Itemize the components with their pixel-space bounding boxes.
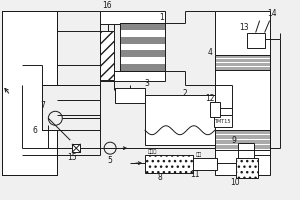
Text: 废液物: 废液物 bbox=[148, 149, 158, 154]
Text: 16: 16 bbox=[102, 1, 112, 10]
Bar bbox=[120, 57, 165, 64]
Text: 2: 2 bbox=[182, 89, 187, 98]
Bar bbox=[120, 23, 165, 71]
Bar bbox=[215, 55, 270, 58]
Bar bbox=[215, 63, 270, 66]
Text: 1: 1 bbox=[160, 13, 164, 22]
Text: 6: 6 bbox=[33, 126, 38, 135]
Bar bbox=[120, 30, 165, 37]
Text: 13: 13 bbox=[239, 23, 248, 32]
Bar bbox=[215, 55, 270, 70]
Bar bbox=[215, 130, 270, 134]
Polygon shape bbox=[2, 11, 57, 175]
Bar bbox=[238, 143, 254, 159]
Bar bbox=[100, 71, 165, 81]
Bar bbox=[215, 140, 270, 144]
Bar bbox=[193, 158, 217, 170]
Bar bbox=[215, 59, 270, 62]
Text: 7: 7 bbox=[40, 101, 45, 110]
Text: TMT15: TMT15 bbox=[214, 119, 231, 124]
Bar bbox=[215, 11, 270, 175]
Bar bbox=[115, 88, 145, 103]
Text: 8: 8 bbox=[158, 173, 162, 182]
Bar bbox=[120, 64, 165, 71]
Bar bbox=[145, 155, 193, 173]
Text: 9: 9 bbox=[231, 136, 236, 145]
Bar bbox=[210, 102, 220, 117]
Bar bbox=[72, 144, 80, 152]
Bar bbox=[215, 67, 270, 70]
Bar bbox=[100, 31, 114, 80]
Bar bbox=[120, 50, 165, 57]
Bar bbox=[120, 44, 165, 50]
Bar bbox=[214, 115, 232, 127]
Bar bbox=[247, 33, 265, 48]
Bar bbox=[120, 23, 165, 30]
Text: 3: 3 bbox=[145, 79, 149, 88]
Text: 14: 14 bbox=[267, 9, 276, 18]
Text: 5: 5 bbox=[108, 156, 112, 165]
Text: 12: 12 bbox=[205, 94, 214, 103]
Bar bbox=[145, 95, 215, 145]
Bar bbox=[100, 11, 165, 24]
Text: 11: 11 bbox=[190, 170, 200, 179]
Bar bbox=[236, 158, 258, 178]
Bar bbox=[215, 145, 270, 149]
Bar bbox=[215, 130, 270, 150]
Bar bbox=[120, 37, 165, 44]
Text: 石灰: 石灰 bbox=[196, 152, 202, 157]
Text: 15: 15 bbox=[68, 153, 77, 162]
Text: 4: 4 bbox=[207, 48, 212, 57]
Text: 10: 10 bbox=[230, 178, 239, 187]
Bar bbox=[215, 135, 270, 139]
